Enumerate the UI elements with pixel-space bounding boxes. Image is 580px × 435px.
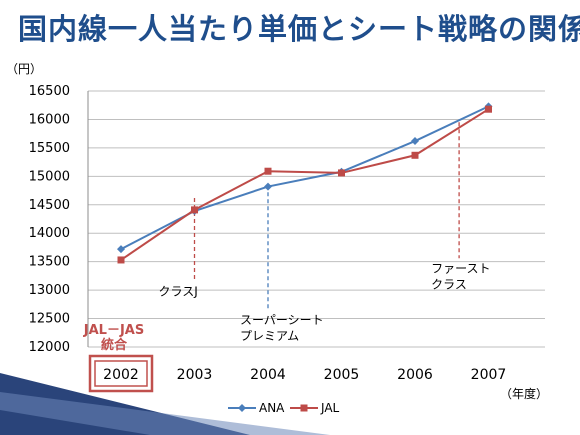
highlight-label: JAL－JAS bbox=[83, 323, 144, 338]
y-tick-label: 16500 bbox=[29, 84, 70, 99]
y-tick-label: 15000 bbox=[29, 169, 70, 184]
data-point-jal bbox=[117, 256, 125, 264]
y-tick-label: 12500 bbox=[29, 312, 70, 327]
series bbox=[117, 102, 493, 264]
data-point-ana bbox=[117, 245, 125, 254]
data-point-jal bbox=[191, 206, 198, 214]
y-tick-label: 12000 bbox=[29, 340, 70, 355]
y-unit-label: （円） bbox=[6, 62, 42, 76]
x-tick-label: 2003 bbox=[177, 367, 213, 383]
slide-title: 国内線一人当たり単価とシート戦略の関係 bbox=[18, 12, 580, 46]
x-unit-label: （年度） bbox=[500, 386, 548, 401]
y-tick-label: 16000 bbox=[29, 112, 70, 127]
series-line-ana bbox=[120, 105, 489, 251]
highlight-box-outer bbox=[88, 354, 154, 393]
legend-marker-ana bbox=[238, 404, 246, 412]
series-line-jal bbox=[120, 108, 490, 261]
y-tick-label: 13500 bbox=[29, 255, 70, 270]
data-point-jal bbox=[338, 169, 345, 177]
decor-swoosh-light bbox=[0, 392, 330, 435]
y-tick-label: 14500 bbox=[29, 198, 70, 213]
slide-decoration bbox=[0, 373, 330, 435]
x-tick-label: 2007 bbox=[471, 367, 507, 383]
legend-label-ana: ANA bbox=[259, 401, 285, 415]
x-tick-label: 2006 bbox=[397, 367, 433, 383]
highlight-label: 統合 bbox=[101, 337, 128, 353]
grid bbox=[87, 90, 545, 348]
axes: 12000 12500 13000 13500 14000 14500 15000 15500… bbox=[6, 62, 548, 401]
data-point-jal bbox=[264, 167, 272, 175]
x-tick-label: 2005 bbox=[324, 367, 360, 383]
x-tick-label: 2002 bbox=[103, 367, 139, 383]
highlight-box-inner bbox=[94, 360, 148, 387]
y-tick-label: 15500 bbox=[29, 141, 70, 156]
y-tick-label: 13000 bbox=[29, 283, 70, 298]
y-tick-label: 14000 bbox=[29, 226, 70, 241]
data-point-ana bbox=[264, 182, 272, 191]
data-point-jal bbox=[411, 151, 419, 159]
legend-label-jal: JAL bbox=[320, 401, 340, 415]
x-tick-label: 2004 bbox=[250, 367, 286, 383]
annotation-label-first-class: クラス bbox=[431, 277, 467, 291]
data-point-ana bbox=[411, 137, 419, 146]
annotation-label-first-class: ファースト bbox=[431, 261, 490, 275]
legend: ANA JAL bbox=[228, 401, 340, 415]
annotation-label-super-seat: プレミアム bbox=[240, 329, 299, 343]
annotation-label-super-seat: スーパーシート bbox=[240, 313, 324, 327]
legend-marker-jal bbox=[300, 404, 308, 412]
annotation-label-class-j: クラスJ bbox=[159, 285, 198, 299]
data-point-jal bbox=[485, 105, 492, 113]
